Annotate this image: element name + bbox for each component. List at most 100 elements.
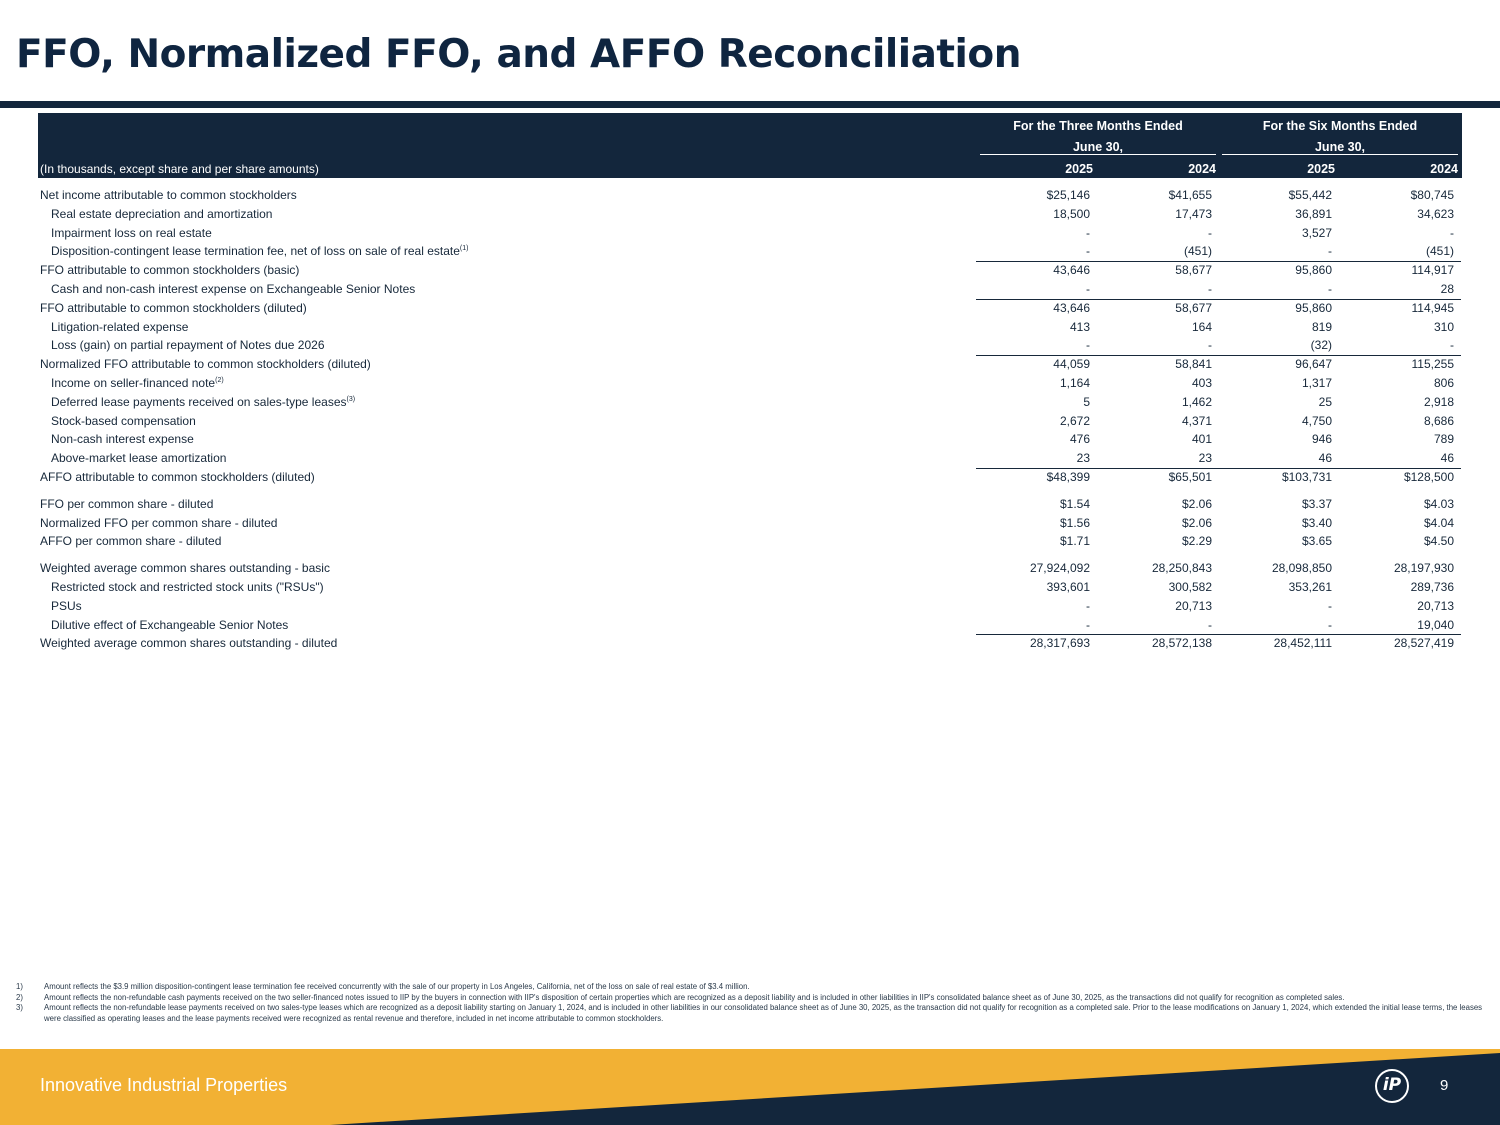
row-label: Net income attributable to common stockh…: [40, 186, 297, 205]
cell-value: $3.37: [1301, 496, 1332, 511]
cell-value: 114,945: [1411, 300, 1455, 315]
table-row: Normalized FFO per common share - dilute…: [38, 514, 1462, 533]
cell-value: 789: [1433, 432, 1454, 447]
footnote: 1) Amount reflects the $3.9 million dispo…: [16, 982, 1488, 993]
cell-value: 1,462: [1181, 394, 1212, 409]
three-months-heading: For the Three Months Ended: [1013, 119, 1183, 133]
row-label: AFFO per common share - diluted: [40, 532, 221, 551]
footnote-number: 2): [16, 992, 23, 1002]
cell-value: 96,647: [1295, 357, 1332, 372]
cell-value: 20,713: [1417, 598, 1454, 613]
row-label: AFFO attributable to common stockholders…: [40, 468, 315, 487]
row-label: FFO attributable to common stockholders …: [40, 299, 307, 318]
year-header: 2024: [1188, 162, 1216, 176]
cell-value: $4.50: [1423, 534, 1454, 549]
footnote-text: Amount reflects the $3.9 million disposi…: [44, 982, 750, 991]
six-months-heading: For the Six Months Ended: [1262, 119, 1418, 133]
footnote-number: 1): [16, 982, 23, 991]
cell-value: 1,164: [1059, 375, 1090, 390]
cell-value: $80,745: [1410, 188, 1454, 202]
cell-value: 310: [1433, 319, 1454, 334]
row-label: Weighted average common shares outstandi…: [40, 559, 330, 578]
three-months-date: June 30,: [1072, 140, 1124, 154]
cell-value: $3.40: [1301, 515, 1332, 530]
table-row: Loss (gain) on partial repayment of Note…: [38, 336, 1462, 355]
row-label-text: FFO per common share - diluted: [40, 496, 214, 511]
cell-value: $55,442: [1288, 188, 1332, 202]
row-label: Income on seller-financed note(2): [51, 374, 224, 393]
cell-value: $2.06: [1181, 496, 1212, 511]
cell-value: $4.04: [1423, 515, 1454, 530]
row-label-text: PSUs: [51, 598, 82, 613]
cell-value: 4,750: [1301, 413, 1332, 428]
cell-value: $128,500: [1403, 469, 1454, 484]
cell-value: 43,646: [1053, 263, 1090, 278]
cell-value: -: [1450, 225, 1454, 240]
cell-value: 164: [1191, 319, 1212, 334]
cell-value: -: [1208, 338, 1212, 353]
units-label: (In thousands, except share and per shar…: [40, 162, 319, 176]
year-header: 2025: [1065, 162, 1093, 176]
cell-value: 28,572,138: [1151, 636, 1212, 651]
footnote-text: Amount reflects the non-refundable lease…: [44, 1003, 1483, 1023]
footnote: 2) Amount reflects the non-refundable cas…: [16, 993, 1488, 1004]
row-label: Stock-based compensation: [51, 412, 196, 431]
cell-value: 17,473: [1175, 206, 1212, 221]
cell-value: 28,452,111: [1273, 636, 1332, 651]
row-label-text: Disposition-contingent lease termination…: [51, 244, 460, 259]
footer-background: [0, 1049, 1500, 1125]
cell-value: $65,501: [1168, 469, 1212, 484]
cell-value: $2.06: [1181, 515, 1212, 530]
cell-value: 58,677: [1175, 263, 1212, 278]
title-divider: [0, 101, 1500, 108]
cell-value: 27,924,092: [1029, 561, 1090, 576]
cell-value: 403: [1191, 375, 1212, 390]
cell-value: 3,527: [1301, 225, 1332, 240]
cell-value: $3.65: [1301, 534, 1332, 549]
table-row: AFFO per common share - diluted $1.71 $2.2…: [38, 532, 1462, 551]
cell-value: 34,623: [1417, 206, 1454, 221]
cell-value: 46: [1440, 451, 1454, 466]
table-row: PSUs - 20,713 - 20,713: [38, 597, 1462, 616]
cell-value: 28,098,850: [1271, 561, 1332, 576]
row-label: Real estate depreciation and amortizatio…: [51, 205, 272, 224]
cell-value: 4,371: [1181, 413, 1212, 428]
footnote-marker: (1): [459, 245, 469, 253]
cell-value: -: [1208, 225, 1212, 240]
cell-value: $25,146: [1046, 188, 1090, 202]
row-label: Normalized FFO per common share - dilute…: [40, 514, 277, 533]
table-row: Weighted average common shares outstandi…: [38, 559, 1462, 578]
cell-value: $41,655: [1168, 188, 1212, 202]
cell-value: 300,582: [1168, 579, 1212, 594]
cell-value: -: [1328, 598, 1332, 613]
cell-value: 46: [1318, 451, 1332, 466]
cell-value: 2,672: [1059, 413, 1090, 428]
footnote-text: Amount reflects the non-refundable cash …: [44, 992, 1345, 1002]
cell-value: 806: [1433, 375, 1454, 390]
footer-bar: Innovative Industrial Properties iP 9: [0, 1049, 1500, 1125]
cell-value: $48,399: [1046, 469, 1090, 484]
cell-value: -: [1450, 338, 1454, 353]
table-row: Weighted average common shares outstandi…: [38, 634, 1462, 653]
cell-value: 18,500: [1053, 206, 1090, 221]
footnote: 3) Amount reflects the non-refundable lea…: [16, 1003, 1488, 1024]
cell-value: 95,860: [1295, 300, 1332, 315]
row-label-text: AFFO attributable to common stockholders…: [40, 469, 315, 484]
row-label: Loss (gain) on partial repayment of Note…: [51, 336, 325, 355]
three-months-group-header: For the Three Months Ended June 30,: [980, 116, 1216, 158]
row-label-text: Above-market lease amortization: [51, 451, 227, 466]
company-name: Innovative Industrial Properties: [40, 1075, 288, 1095]
row-label: Impairment loss on real estate: [51, 224, 212, 243]
table-row: Income on seller-financed note(2) 1,164 40…: [38, 374, 1462, 393]
cell-value: -: [1086, 281, 1090, 296]
cell-value: 25: [1318, 394, 1332, 409]
row-label: FFO per common share - diluted: [40, 495, 213, 514]
cell-value: 58,841: [1175, 357, 1212, 372]
cell-value: 36,891: [1295, 206, 1332, 221]
row-label-text: AFFO per common share - diluted: [40, 534, 222, 549]
table-row: Impairment loss on real estate - - 3,527 -: [38, 224, 1462, 243]
cell-value: $2.29: [1181, 534, 1212, 549]
cell-value: 393,601: [1046, 579, 1090, 594]
row-label-text: Normalized FFO attributable to common st…: [40, 357, 371, 372]
row-label: Deferred lease payments received on sale…: [51, 393, 355, 412]
